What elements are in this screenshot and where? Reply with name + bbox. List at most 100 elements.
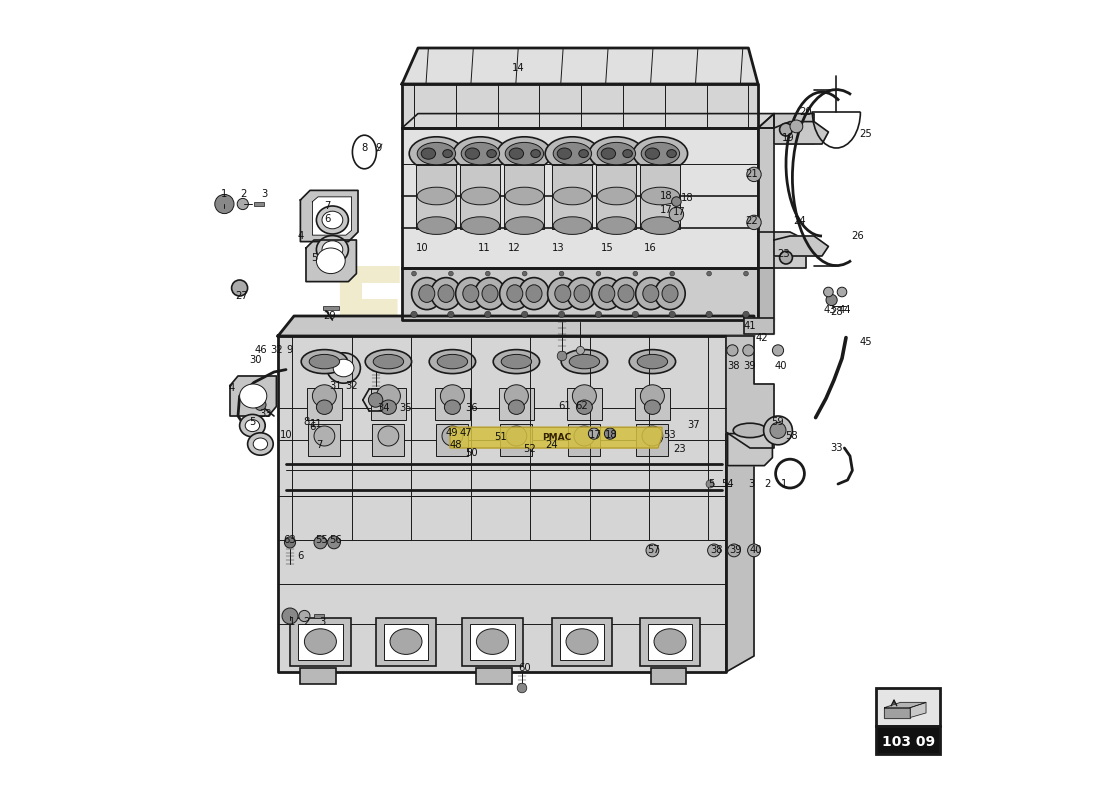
Ellipse shape — [506, 426, 527, 446]
Text: 11: 11 — [310, 419, 322, 429]
Text: 38: 38 — [711, 546, 723, 555]
Circle shape — [485, 311, 491, 318]
Text: 18: 18 — [681, 194, 694, 203]
Ellipse shape — [667, 150, 676, 158]
Ellipse shape — [322, 211, 343, 229]
Circle shape — [670, 271, 674, 276]
Ellipse shape — [590, 137, 644, 170]
Ellipse shape — [378, 426, 399, 446]
Circle shape — [449, 271, 453, 276]
Circle shape — [232, 280, 248, 296]
Ellipse shape — [546, 137, 600, 170]
Text: 27: 27 — [235, 291, 249, 301]
Circle shape — [559, 311, 564, 318]
Text: 6: 6 — [297, 551, 304, 561]
Bar — [877, 726, 940, 754]
Ellipse shape — [508, 400, 525, 414]
Polygon shape — [758, 268, 774, 320]
Ellipse shape — [301, 350, 348, 374]
Ellipse shape — [417, 142, 455, 165]
Text: 34: 34 — [377, 403, 389, 413]
Ellipse shape — [553, 217, 592, 234]
Text: 45: 45 — [860, 338, 872, 347]
Text: 49: 49 — [446, 428, 458, 438]
Ellipse shape — [248, 433, 273, 455]
Ellipse shape — [642, 426, 663, 446]
Ellipse shape — [461, 142, 499, 165]
Ellipse shape — [592, 278, 622, 310]
Circle shape — [410, 311, 417, 318]
Polygon shape — [402, 128, 758, 268]
Text: 3: 3 — [262, 189, 267, 198]
Ellipse shape — [442, 426, 463, 446]
Text: 50: 50 — [465, 448, 477, 458]
Ellipse shape — [572, 385, 596, 407]
Ellipse shape — [637, 354, 668, 369]
Text: 6: 6 — [309, 422, 316, 432]
Polygon shape — [774, 236, 828, 256]
Bar — [308, 424, 340, 456]
Polygon shape — [402, 268, 758, 320]
Ellipse shape — [734, 423, 767, 438]
Text: 32: 32 — [271, 346, 283, 355]
Circle shape — [772, 345, 783, 356]
Bar — [596, 165, 637, 229]
Polygon shape — [312, 197, 352, 235]
Ellipse shape — [579, 150, 588, 158]
Text: 11: 11 — [478, 243, 491, 253]
Bar — [566, 388, 602, 420]
Text: 3: 3 — [319, 618, 326, 627]
Ellipse shape — [646, 148, 660, 159]
Text: 12: 12 — [507, 243, 520, 253]
Text: 40: 40 — [774, 362, 786, 371]
Bar — [461, 165, 500, 229]
Ellipse shape — [554, 285, 571, 302]
Ellipse shape — [597, 187, 636, 205]
Circle shape — [558, 351, 566, 361]
Polygon shape — [278, 316, 754, 336]
Text: 10: 10 — [279, 430, 293, 440]
Text: 8: 8 — [304, 418, 310, 427]
Text: 5: 5 — [311, 254, 317, 263]
Ellipse shape — [438, 285, 454, 302]
Ellipse shape — [553, 187, 592, 205]
Circle shape — [770, 422, 786, 438]
Circle shape — [214, 194, 234, 214]
Text: PMAC: PMAC — [542, 433, 571, 442]
Text: 24: 24 — [546, 440, 558, 450]
Text: 14: 14 — [512, 63, 525, 73]
Polygon shape — [884, 702, 926, 708]
Ellipse shape — [465, 148, 480, 159]
Text: 26: 26 — [851, 231, 865, 241]
Circle shape — [328, 536, 340, 549]
Ellipse shape — [561, 350, 607, 374]
Bar — [635, 388, 670, 420]
Circle shape — [669, 311, 675, 318]
Ellipse shape — [444, 400, 461, 414]
Circle shape — [744, 271, 748, 276]
Ellipse shape — [482, 285, 498, 302]
Ellipse shape — [548, 278, 578, 310]
Ellipse shape — [409, 137, 463, 170]
Ellipse shape — [322, 241, 343, 258]
Text: 5: 5 — [250, 418, 255, 427]
Ellipse shape — [654, 629, 686, 654]
Text: 23: 23 — [673, 444, 686, 454]
Circle shape — [742, 311, 749, 318]
Ellipse shape — [440, 385, 464, 407]
Text: 32: 32 — [345, 381, 358, 390]
Ellipse shape — [317, 235, 349, 264]
Polygon shape — [230, 376, 276, 416]
Text: 7: 7 — [317, 440, 322, 450]
Ellipse shape — [618, 285, 634, 302]
Bar — [254, 202, 264, 206]
Ellipse shape — [505, 187, 543, 205]
Circle shape — [588, 428, 600, 439]
Text: 36: 36 — [465, 403, 477, 413]
Text: 56: 56 — [329, 535, 342, 545]
Text: 43: 43 — [824, 306, 836, 315]
Circle shape — [727, 345, 738, 356]
Ellipse shape — [333, 359, 354, 377]
Bar — [322, 306, 339, 310]
Bar — [384, 624, 428, 660]
